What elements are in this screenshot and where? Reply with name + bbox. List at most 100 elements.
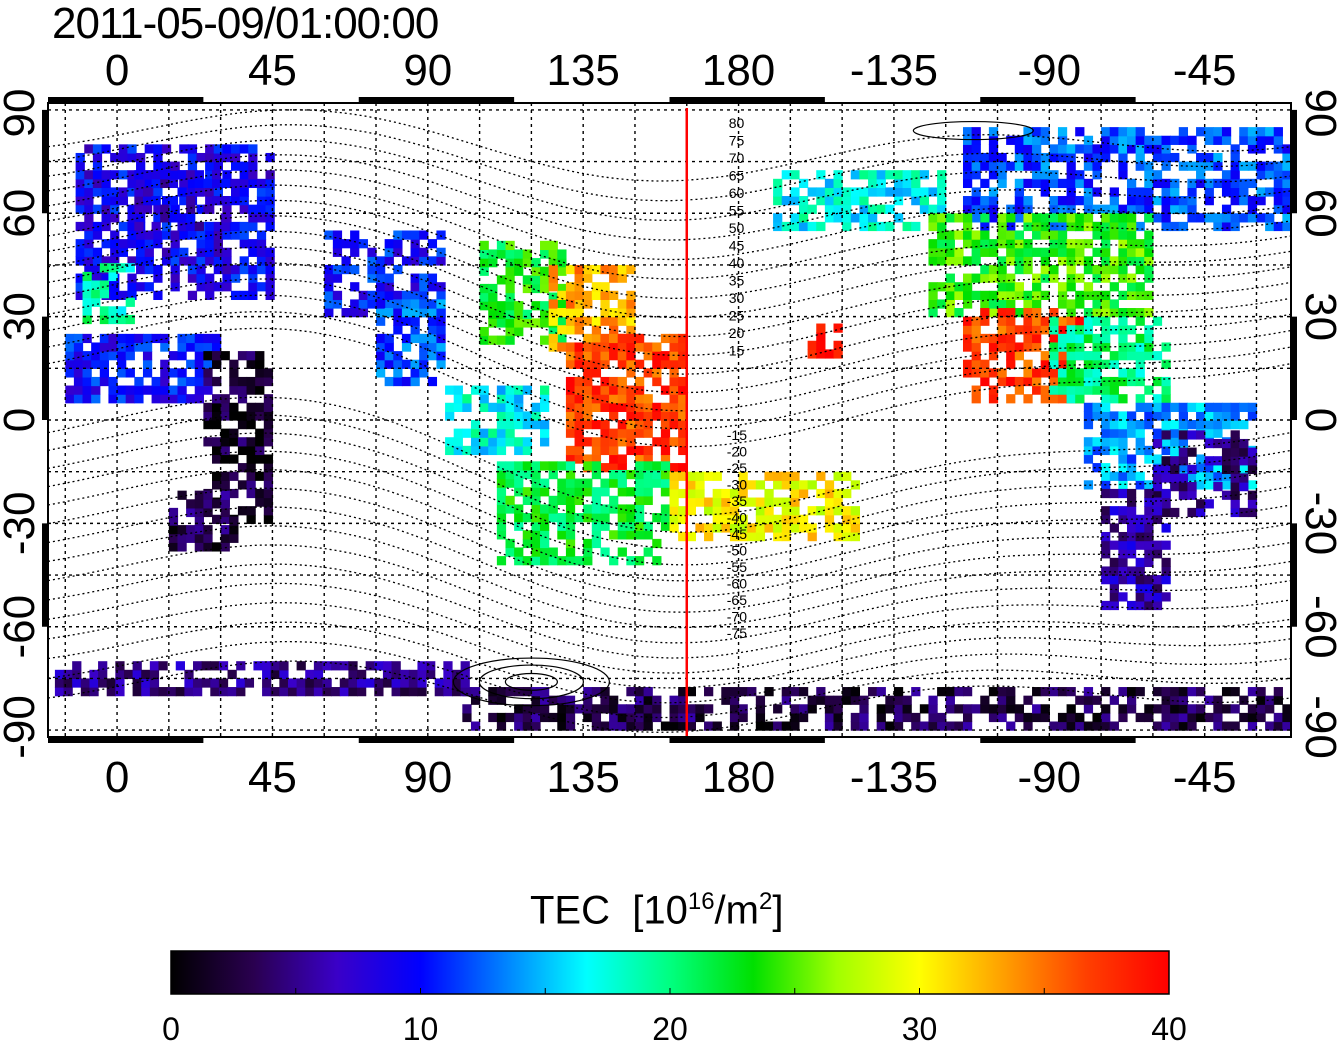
tec-cell bbox=[1092, 721, 1102, 731]
tec-cell bbox=[1101, 376, 1111, 387]
tec-cell bbox=[1221, 178, 1232, 189]
tec-cell bbox=[427, 239, 438, 249]
tec-cell bbox=[945, 282, 955, 292]
tec-cell bbox=[125, 351, 135, 361]
tec-cell bbox=[1161, 592, 1171, 602]
tec-cell bbox=[265, 256, 275, 266]
tec-cell bbox=[239, 230, 249, 240]
tec-cell bbox=[816, 170, 826, 180]
tec-cell bbox=[928, 721, 938, 731]
tec-cell bbox=[1083, 135, 1094, 145]
tec-cell bbox=[1118, 161, 1128, 171]
tec-cell bbox=[1040, 368, 1050, 378]
tec-cell bbox=[1273, 721, 1283, 731]
tec-cell bbox=[194, 507, 204, 518]
tec-cell bbox=[453, 437, 463, 447]
tec-cell bbox=[911, 687, 921, 697]
tec-cell bbox=[410, 299, 420, 309]
tec-cell bbox=[859, 221, 869, 232]
tec-cell bbox=[738, 687, 748, 697]
tec-cell bbox=[177, 221, 187, 232]
tec-cell bbox=[410, 230, 420, 240]
tec-cell bbox=[643, 445, 653, 456]
tec-cell bbox=[583, 290, 593, 301]
tec-cell bbox=[1057, 196, 1068, 206]
tec-cell bbox=[205, 256, 215, 266]
tec-cell bbox=[296, 678, 306, 688]
tec-cell bbox=[1161, 178, 1171, 189]
tec-cell bbox=[1066, 333, 1076, 344]
tec-cell bbox=[824, 349, 835, 359]
tec-cell bbox=[222, 152, 232, 163]
tec-cell bbox=[203, 525, 213, 535]
tec-cell bbox=[170, 204, 180, 214]
tec-cell bbox=[84, 230, 94, 240]
mlat-contour bbox=[48, 311, 1291, 430]
tec-cell bbox=[332, 273, 343, 283]
tec-cell bbox=[1118, 144, 1128, 154]
tec-cell bbox=[1126, 549, 1137, 559]
tec-cell bbox=[1023, 239, 1033, 249]
tec-cell bbox=[591, 721, 602, 731]
mlat-label: 80 bbox=[729, 115, 745, 131]
tec-cell bbox=[212, 514, 222, 524]
tec-cell bbox=[945, 256, 955, 266]
tec-cell bbox=[1101, 385, 1111, 395]
tec-cell bbox=[937, 221, 947, 232]
tec-cell bbox=[833, 721, 843, 731]
tec-cell bbox=[184, 687, 194, 697]
tec-cell bbox=[393, 359, 403, 369]
tec-cell bbox=[945, 239, 955, 249]
tec-cell bbox=[82, 289, 92, 299]
tec-cell bbox=[505, 394, 515, 404]
tec-cell bbox=[1101, 506, 1111, 516]
tec-cell bbox=[1049, 687, 1059, 697]
tec-cell bbox=[600, 478, 610, 488]
tec-cell bbox=[110, 256, 120, 266]
tec-cell bbox=[634, 487, 645, 497]
tec-cell bbox=[393, 247, 403, 257]
tec-cell bbox=[410, 247, 420, 257]
tec-cell bbox=[263, 463, 274, 473]
tec-cell bbox=[1057, 247, 1068, 257]
tec-cell bbox=[1075, 333, 1085, 344]
tec-cell bbox=[514, 402, 524, 412]
tec-cell bbox=[1152, 704, 1163, 714]
tec-cell bbox=[971, 247, 981, 257]
mlat-label: 70 bbox=[729, 150, 745, 166]
tec-cell bbox=[194, 542, 204, 552]
tec-cell bbox=[410, 308, 420, 318]
tec-cell bbox=[1101, 549, 1111, 559]
tec-cell bbox=[600, 376, 610, 387]
tec-cell bbox=[1213, 704, 1223, 714]
tec-cell bbox=[902, 187, 912, 197]
tec-cell bbox=[1006, 721, 1016, 731]
tec-cell bbox=[136, 239, 146, 249]
tec-cell bbox=[263, 420, 274, 430]
tec-cell bbox=[401, 290, 412, 301]
tec-cell bbox=[73, 394, 84, 404]
tec-cell bbox=[954, 290, 964, 301]
tec-cell bbox=[170, 256, 180, 266]
tec-cell bbox=[1135, 428, 1145, 438]
tec-cell bbox=[237, 376, 248, 387]
tec-cell bbox=[514, 309, 524, 319]
tec-cell bbox=[565, 469, 576, 480]
tec-cell bbox=[393, 239, 403, 249]
tec-cell bbox=[177, 368, 187, 378]
tec-cell bbox=[634, 385, 645, 395]
tec-cell bbox=[1126, 540, 1137, 550]
tec-cell bbox=[205, 282, 215, 292]
tec-cell bbox=[256, 204, 267, 214]
tec-cell bbox=[928, 299, 938, 309]
tec-cell bbox=[1118, 170, 1128, 180]
tec-cell bbox=[1101, 299, 1111, 309]
tec-cell bbox=[643, 368, 653, 378]
tec-cell bbox=[141, 687, 151, 697]
tec-cell bbox=[229, 385, 239, 395]
tec-cell bbox=[479, 402, 489, 412]
tec-cell bbox=[142, 170, 153, 180]
tec-cell bbox=[108, 314, 118, 325]
tec-cell bbox=[177, 542, 187, 552]
tec-cell bbox=[729, 687, 740, 697]
